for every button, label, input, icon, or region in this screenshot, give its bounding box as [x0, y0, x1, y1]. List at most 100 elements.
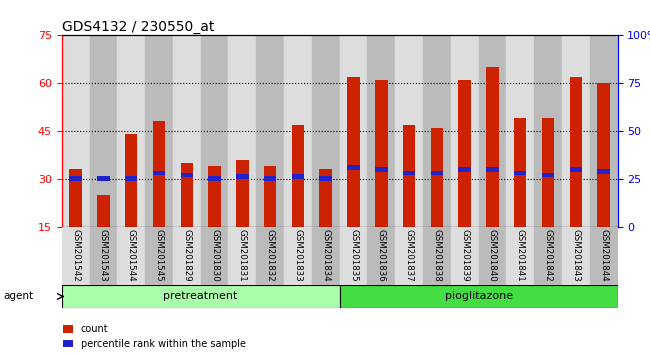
Text: GSM201545: GSM201545	[155, 229, 164, 282]
Text: GSM201837: GSM201837	[404, 229, 413, 282]
Text: GSM201841: GSM201841	[515, 229, 525, 282]
Bar	[125, 176, 137, 181]
Text: GSM201829: GSM201829	[182, 229, 191, 282]
Bar	[209, 176, 221, 181]
Bar	[173, 35, 201, 227]
Bar	[514, 171, 526, 176]
Bar	[229, 35, 256, 227]
Bar	[62, 35, 90, 227]
Bar	[284, 35, 312, 227]
Bar	[62, 227, 90, 285]
Text: agent: agent	[3, 291, 33, 301]
Bar	[395, 227, 423, 285]
Text: GSM201842: GSM201842	[543, 229, 552, 282]
Text: GSM201543: GSM201543	[99, 229, 108, 282]
Bar	[145, 35, 173, 227]
Bar	[431, 171, 443, 176]
Bar	[375, 167, 387, 172]
Text: GSM201836: GSM201836	[377, 229, 386, 282]
Text: pioglitazone: pioglitazone	[445, 291, 513, 302]
Bar	[264, 166, 276, 227]
Bar	[117, 35, 145, 227]
Bar	[256, 227, 284, 285]
Bar	[597, 83, 610, 227]
Bar	[62, 285, 339, 308]
Bar	[70, 176, 82, 181]
Text: GSM201833: GSM201833	[293, 229, 302, 282]
Bar	[458, 80, 471, 227]
Bar	[70, 169, 82, 227]
Bar	[236, 160, 248, 227]
Bar	[292, 175, 304, 179]
Bar	[562, 227, 590, 285]
Text: GSM201544: GSM201544	[127, 229, 136, 282]
Bar	[256, 35, 284, 227]
Text: GSM201542: GSM201542	[71, 229, 80, 282]
Bar	[451, 227, 478, 285]
Bar	[181, 172, 193, 177]
Bar	[347, 165, 359, 170]
Bar	[534, 227, 562, 285]
Bar	[312, 227, 340, 285]
Bar	[395, 35, 423, 227]
Bar	[367, 35, 395, 227]
Bar	[590, 227, 618, 285]
Bar	[125, 134, 137, 227]
Bar	[486, 67, 499, 227]
Bar	[458, 167, 471, 172]
Bar	[201, 35, 229, 227]
Bar	[339, 285, 618, 308]
Bar	[90, 35, 117, 227]
Bar	[375, 80, 387, 227]
Bar	[403, 171, 415, 176]
Text: GSM201844: GSM201844	[599, 229, 608, 282]
Bar	[181, 163, 193, 227]
Bar	[201, 227, 229, 285]
Bar	[236, 175, 248, 179]
Text: GDS4132 / 230550_at: GDS4132 / 230550_at	[62, 21, 214, 34]
Bar	[590, 35, 618, 227]
Bar	[320, 169, 332, 227]
Text: GSM201839: GSM201839	[460, 229, 469, 282]
Bar	[423, 35, 451, 227]
Bar	[292, 125, 304, 227]
Bar	[264, 176, 276, 181]
Bar	[320, 176, 332, 181]
Bar	[597, 169, 610, 173]
Bar	[209, 166, 221, 227]
Bar	[153, 171, 165, 176]
Bar	[486, 167, 499, 172]
Bar	[542, 172, 554, 177]
Text: GSM201830: GSM201830	[210, 229, 219, 282]
Bar	[229, 227, 256, 285]
Bar	[117, 227, 145, 285]
Bar	[367, 227, 395, 285]
Text: GSM201840: GSM201840	[488, 229, 497, 282]
Bar	[506, 35, 534, 227]
Bar	[431, 128, 443, 227]
Bar	[339, 227, 367, 285]
Bar	[98, 176, 110, 181]
Legend: count, percentile rank within the sample: count, percentile rank within the sample	[63, 324, 246, 349]
Text: GSM201838: GSM201838	[432, 229, 441, 282]
Bar	[145, 227, 173, 285]
Bar	[569, 77, 582, 227]
Bar	[478, 227, 506, 285]
Bar	[514, 118, 526, 227]
Text: GSM201835: GSM201835	[349, 229, 358, 282]
Text: GSM201834: GSM201834	[321, 229, 330, 282]
Bar	[153, 121, 165, 227]
Bar	[542, 118, 554, 227]
Bar	[506, 227, 534, 285]
Bar	[339, 35, 367, 227]
Bar	[347, 77, 359, 227]
Bar	[312, 35, 340, 227]
Bar	[569, 167, 582, 172]
Bar	[90, 227, 117, 285]
Text: GSM201843: GSM201843	[571, 229, 580, 282]
Bar	[423, 227, 451, 285]
Bar	[562, 35, 590, 227]
Bar	[403, 125, 415, 227]
Bar	[284, 227, 312, 285]
Bar	[451, 35, 478, 227]
